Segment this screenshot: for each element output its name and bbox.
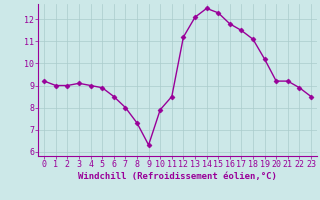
- X-axis label: Windchill (Refroidissement éolien,°C): Windchill (Refroidissement éolien,°C): [78, 172, 277, 181]
